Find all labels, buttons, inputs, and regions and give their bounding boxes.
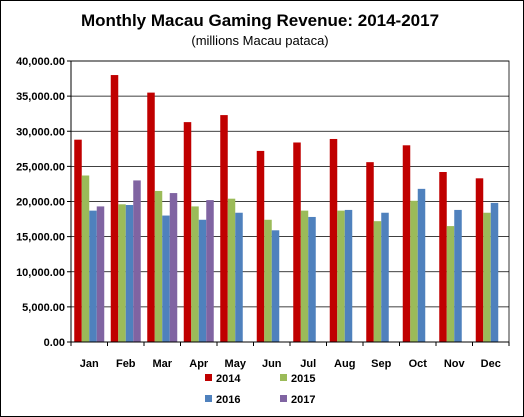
bar-2014-jul (293, 142, 301, 342)
legend-label-2014: 2014 (216, 373, 241, 385)
y-tick-label: 30,000.00 (16, 126, 65, 138)
x-tick-label-jan: Jan (80, 358, 99, 370)
bar-2015-aug (337, 210, 345, 342)
bars (74, 75, 499, 343)
bar-2016-jul (308, 216, 316, 342)
x-tick-label-feb: Feb (116, 358, 136, 370)
y-tick-label: 10,000.00 (16, 267, 65, 279)
bar-2016-apr (198, 219, 207, 342)
bar-2014-sep (366, 162, 374, 342)
bar-2014-jan (74, 139, 82, 342)
y-tick-label: 5,000.00 (22, 302, 65, 314)
y-tick-label: 35,000.00 (16, 91, 65, 103)
chart-title: Monthly Macau Gaming Revenue: 2014-2017 (81, 11, 439, 30)
bar-2016-nov (454, 209, 462, 342)
bar-2016-oct (417, 188, 426, 342)
bar-2014-feb (110, 75, 119, 343)
bar-2016-sep (381, 212, 389, 342)
y-tick-label: 15,000.00 (16, 232, 65, 244)
x-tick-label-nov: Nov (444, 358, 466, 370)
bar-2015-apr (191, 206, 199, 342)
x-tick-label-jun: Jun (262, 358, 282, 370)
legend-label-2015: 2015 (291, 373, 315, 385)
bar-2015-sep (373, 221, 382, 342)
bar-2014-may (220, 115, 228, 342)
bar-2014-nov (439, 171, 447, 342)
legend: 2014 2015 2016 2017 (205, 373, 315, 406)
x-tick-label-aug: Aug (334, 358, 355, 370)
bar-2016-jan (89, 210, 97, 342)
bar-2015-jul (300, 210, 309, 342)
x-axis-ticks: Jan Feb Mar Apr May Jun Jul Aug Sep Oct Nov Dec (70, 342, 510, 370)
bar-2014-aug (329, 138, 338, 342)
legend-swatch-2017 (280, 395, 287, 402)
bar-2014-jun (256, 150, 265, 342)
y-tick-label: 25,000.00 (16, 161, 65, 173)
x-tick-label-jul: Jul (300, 358, 316, 370)
y-tick-label: 0.00 (44, 337, 65, 349)
bar-2016-aug (344, 209, 353, 342)
bar-2016-mar (162, 215, 170, 342)
bar-2017-jan (96, 206, 105, 342)
bar-2014-dec (475, 178, 484, 342)
bar-2015-dec (483, 212, 491, 342)
bar-2016-jun (271, 230, 280, 342)
x-tick-label-apr: Apr (189, 358, 209, 370)
legend-label-2017: 2017 (291, 394, 315, 406)
y-tick-label: 40,000.00 (16, 56, 65, 68)
y-tick-label: 20,000.00 (16, 197, 65, 209)
bar-2015-nov (446, 226, 455, 342)
bar-2014-mar (147, 92, 155, 342)
bar-2017-mar (169, 193, 178, 342)
x-tick-label-oct: Oct (409, 358, 428, 370)
x-tick-label-dec: Dec (481, 358, 501, 370)
bar-2015-may (227, 198, 236, 342)
legend-label-2016: 2016 (216, 394, 240, 406)
bar-2016-may (235, 212, 243, 342)
legend-swatch-2014 (205, 374, 212, 381)
bar-2015-feb (118, 204, 126, 342)
legend-swatch-2015 (280, 374, 287, 381)
chart-subtitle: (millions Macau pataca) (191, 33, 328, 48)
x-tick-label-mar: Mar (152, 358, 172, 370)
bar-2015-oct (410, 200, 418, 342)
x-tick-label-may: May (225, 358, 247, 370)
bar-2017-feb (133, 180, 141, 342)
bar-2015-jan (81, 175, 90, 342)
bar-2015-mar (154, 190, 163, 342)
bar-2017-apr (206, 200, 214, 342)
bar-2016-dec (490, 202, 499, 342)
bar-2014-oct (402, 145, 411, 342)
x-tick-label-sep: Sep (371, 358, 391, 370)
legend-swatch-2016 (205, 395, 212, 402)
y-axis-ticks: 0.00 5,000.00 10,000.00 15,000.00 20,000.00 2… (16, 56, 71, 349)
bar-2015-jun (264, 219, 272, 342)
bar-2014-apr (183, 122, 192, 343)
bar-2016-feb (125, 205, 134, 342)
